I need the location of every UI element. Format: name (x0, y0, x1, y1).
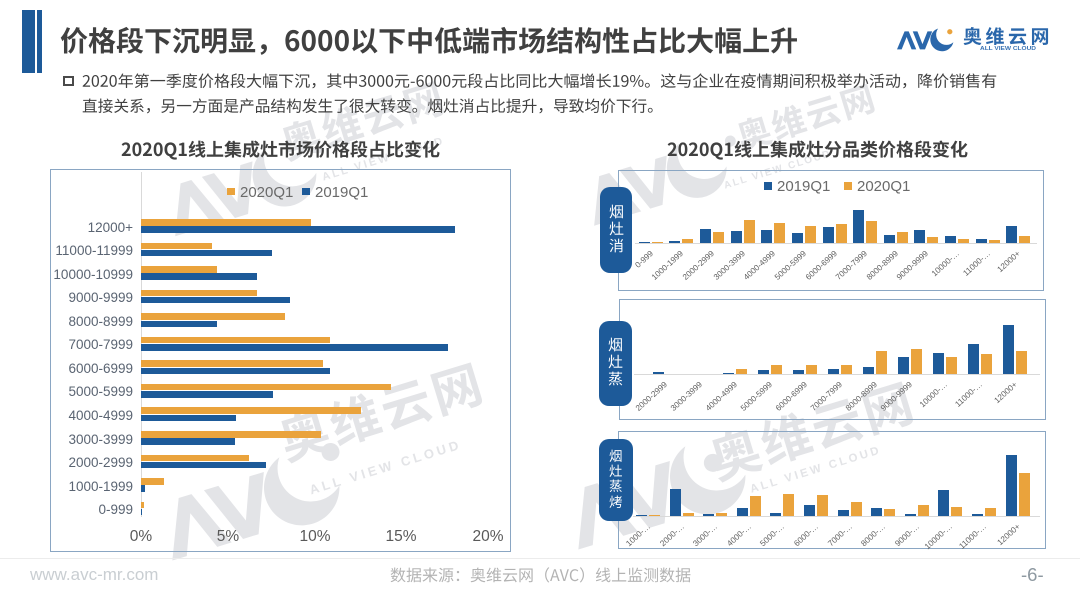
svg-text:ALL VIEW CLOUD: ALL VIEW CLOUD (980, 46, 1036, 52)
